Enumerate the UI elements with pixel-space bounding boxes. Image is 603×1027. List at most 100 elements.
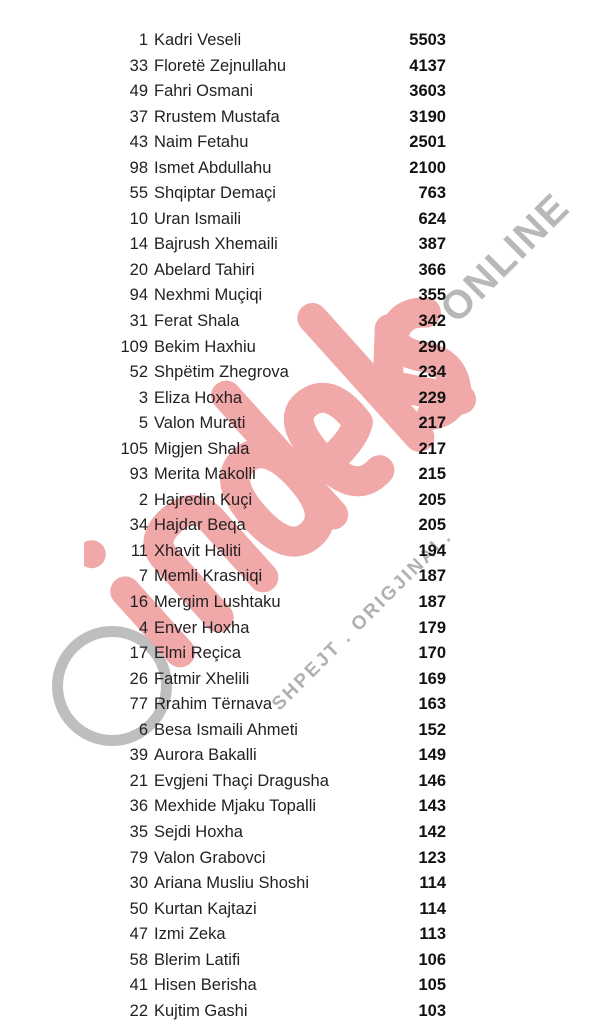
candidate-rank: 30: [129, 874, 148, 893]
table-row: 7 Memli Krasniqi 187: [0, 567, 603, 593]
candidate-votes: 217: [418, 439, 446, 458]
candidate-name: Hajredin Kuçi: [154, 490, 253, 509]
candidate-votes: 187: [418, 593, 446, 612]
candidate-name: Shqiptar Demaçi: [154, 184, 276, 203]
candidate-name: Merita Makolli: [154, 465, 256, 484]
candidate-votes: 5503: [409, 31, 446, 49]
candidate-name: Ariana Musliu Shoshi: [154, 874, 309, 893]
candidate-name: Besa Ismaili Ahmeti: [154, 720, 298, 739]
candidate-rank: 77: [129, 695, 148, 714]
table-row: 34 Hajdar Beqa 205: [0, 516, 603, 542]
candidate-rank: 105: [120, 439, 148, 458]
candidate-rank: 34: [129, 516, 148, 535]
candidate-votes: 342: [418, 312, 446, 331]
table-row: 36 Mexhide Mjaku Topalli 143: [0, 797, 603, 823]
table-row: 109 Bekim Haxhiu 290: [0, 338, 603, 364]
candidate-rank: 5: [138, 414, 148, 433]
table-row: 10 Uran Ismaili 624: [0, 210, 603, 236]
candidate-name: Valon Murati: [154, 414, 246, 433]
candidate-rank: 93: [129, 465, 148, 484]
candidate-name: Enver Hoxha: [154, 618, 250, 637]
candidate-name: Kujtim Gashi: [154, 1001, 248, 1020]
candidate-name: Naim Fetahu: [154, 133, 249, 152]
candidate-rank: 39: [129, 746, 148, 765]
candidate-rank: 26: [129, 669, 148, 688]
candidate-rank: 109: [120, 337, 148, 356]
candidate-rank: 3: [138, 388, 148, 407]
candidate-votes: 194: [418, 541, 446, 560]
candidate-votes: 215: [418, 465, 446, 484]
candidate-rank: 11: [130, 541, 148, 560]
candidate-votes: 152: [418, 720, 446, 739]
candidate-votes: 624: [418, 209, 446, 228]
table-row: 26 Fatmir Xhelili 169: [0, 670, 603, 696]
candidate-name: Evgjeni Thaçi Dragusha: [154, 771, 329, 790]
candidate-votes: 142: [418, 822, 446, 841]
table-row: 77 Rrahim Tërnava 163: [0, 695, 603, 721]
candidate-name: Elmi Reçica: [154, 644, 242, 663]
candidate-rank: 49: [129, 82, 148, 101]
candidate-name: Xhavit Haliti: [154, 541, 242, 560]
table-row: 1 Kadri Veseli 5503: [0, 31, 603, 57]
table-row: 33 Floretë Zejnullahu 4137: [0, 57, 603, 83]
candidate-rank: 55: [129, 184, 148, 203]
candidate-rank: 58: [129, 950, 148, 969]
candidate-rank: 1: [138, 31, 148, 49]
candidate-rank: 35: [129, 822, 148, 841]
candidate-votes: 290: [418, 337, 446, 356]
candidate-votes: 149: [418, 746, 446, 765]
table-row: 41 Hisen Berisha 105: [0, 976, 603, 1002]
table-row: 14 Bajrush Xhemaili 387: [0, 235, 603, 261]
candidate-name: Hajdar Beqa: [154, 516, 246, 535]
candidate-rank: 6: [138, 720, 148, 739]
candidate-votes: 763: [418, 184, 446, 203]
candidate-votes: 3603: [409, 82, 446, 101]
candidate-rank: 14: [129, 235, 148, 254]
candidate-votes: 123: [418, 848, 446, 867]
candidate-name: Kadri Veseli: [154, 31, 242, 49]
candidate-name: Nexhmi Muçiqi: [154, 286, 263, 305]
candidate-name: Migjen Shala: [154, 439, 250, 458]
candidate-rank: 33: [129, 56, 148, 75]
candidate-votes: 187: [418, 567, 446, 586]
candidate-votes: 103: [418, 1001, 446, 1020]
candidate-rank: 43: [129, 133, 148, 152]
candidate-name: Uran Ismaili: [154, 209, 242, 228]
candidate-name: Floretë Zejnullahu: [154, 56, 287, 75]
candidate-rank: 98: [129, 158, 148, 177]
candidate-rank: 52: [129, 363, 148, 382]
candidate-name: Shpëtim Zhegrova: [154, 363, 289, 382]
candidate-name: Valon Grabovci: [154, 848, 266, 867]
candidate-name: Ferat Shala: [154, 312, 240, 331]
candidate-votes: 114: [419, 874, 446, 893]
table-row: 16 Mergim Lushtaku 187: [0, 593, 603, 619]
table-row: 55 Shqiptar Demaçi 763: [0, 184, 603, 210]
table-row: 49 Fahri Osmani 3603: [0, 82, 603, 108]
candidate-votes: 105: [418, 976, 446, 995]
table-row: 50 Kurtan Kajtazi 114: [0, 900, 603, 926]
table-row: 22 Kujtim Gashi 103: [0, 1002, 603, 1027]
candidate-votes: 3190: [409, 107, 446, 126]
candidate-votes: 4137: [409, 56, 446, 75]
table-row: 37 Rrustem Mustafa 3190: [0, 108, 603, 134]
candidate-name: Izmi Zeka: [154, 925, 226, 944]
candidate-votes: 170: [418, 644, 446, 663]
candidate-votes: 2501: [409, 133, 446, 152]
candidate-votes: 169: [418, 669, 446, 688]
table-row: 94 Nexhmi Muçiqi 355: [0, 286, 603, 312]
candidate-votes: 366: [418, 260, 446, 279]
candidate-name: Mergim Lushtaku: [154, 593, 281, 612]
candidate-name: Aurora Bakalli: [154, 746, 257, 765]
candidate-votes: 106: [418, 950, 446, 969]
candidate-rank: 31: [129, 312, 148, 331]
candidate-name: Memli Krasniqi: [154, 567, 263, 586]
candidate-votes: 234: [418, 363, 446, 382]
table-row: 79 Valon Grabovci 123: [0, 849, 603, 875]
candidate-name: Fatmir Xhelili: [154, 669, 250, 688]
table-row: 58 Blerim Latifi 106: [0, 951, 603, 977]
candidate-rank: 47: [129, 925, 148, 944]
candidate-name: Ismet Abdullahu: [154, 158, 272, 177]
candidate-name: Sejdi Hoxha: [154, 822, 243, 841]
candidate-name: Bekim Haxhiu: [154, 337, 256, 356]
candidate-name: Hisen Berisha: [154, 976, 257, 995]
